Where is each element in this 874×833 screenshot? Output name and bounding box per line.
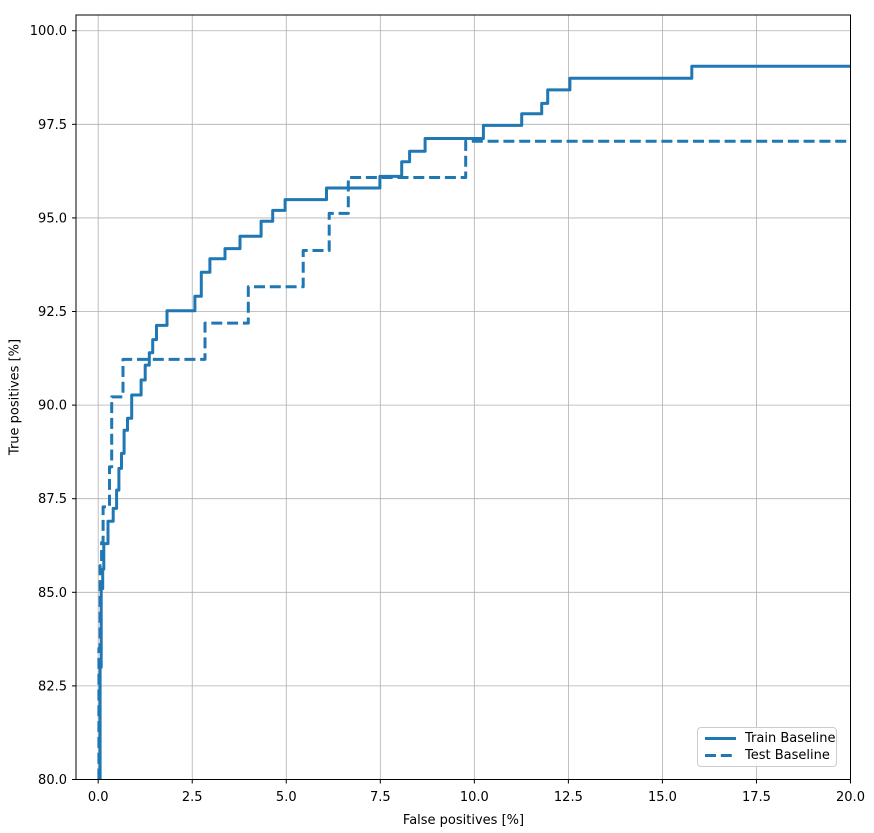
x-tick-label: 0.0 (88, 790, 109, 805)
x-tick-label: 17.5 (742, 790, 771, 805)
legend-item-test: Test Baseline (698, 747, 836, 764)
y-tick-label: 95.0 (38, 211, 67, 226)
y-tick-label: 87.5 (38, 492, 67, 507)
plot-border (75, 14, 851, 780)
legend: Train Baseline Test Baseline (697, 727, 837, 767)
x-tick-label: 10.0 (460, 790, 489, 805)
series-line-train-baseline (98, 64, 851, 780)
legend-train-label: Train Baseline (745, 731, 836, 746)
x-tick-label: 20.0 (836, 790, 865, 805)
y-tick-label: 85.0 (38, 586, 67, 601)
legend-train-line-sample (705, 737, 736, 740)
x-tick-label: 5.0 (276, 790, 297, 805)
y-tick-label: 92.5 (38, 305, 67, 320)
y-axis-label: True positives [%] (7, 338, 23, 456)
x-tick-label: 15.0 (648, 790, 677, 805)
x-tick-label: 7.5 (370, 790, 391, 805)
series-line-test-baseline (97, 139, 851, 780)
x-tick-label: 2.5 (182, 790, 203, 805)
y-tick-label: 100.0 (30, 24, 67, 39)
y-tick-label: 97.5 (38, 118, 67, 133)
y-tick-label: 80.0 (38, 773, 67, 788)
y-tick-label: 82.5 (38, 679, 67, 694)
x-tick-label: 12.5 (554, 790, 583, 805)
x-axis-label: False positives [%] (402, 813, 525, 828)
legend-item-train: Train Baseline (698, 730, 836, 747)
y-tick-label: 90.0 (38, 399, 67, 414)
legend-test-line-sample (705, 754, 736, 757)
legend-test-label: Test Baseline (745, 748, 830, 763)
